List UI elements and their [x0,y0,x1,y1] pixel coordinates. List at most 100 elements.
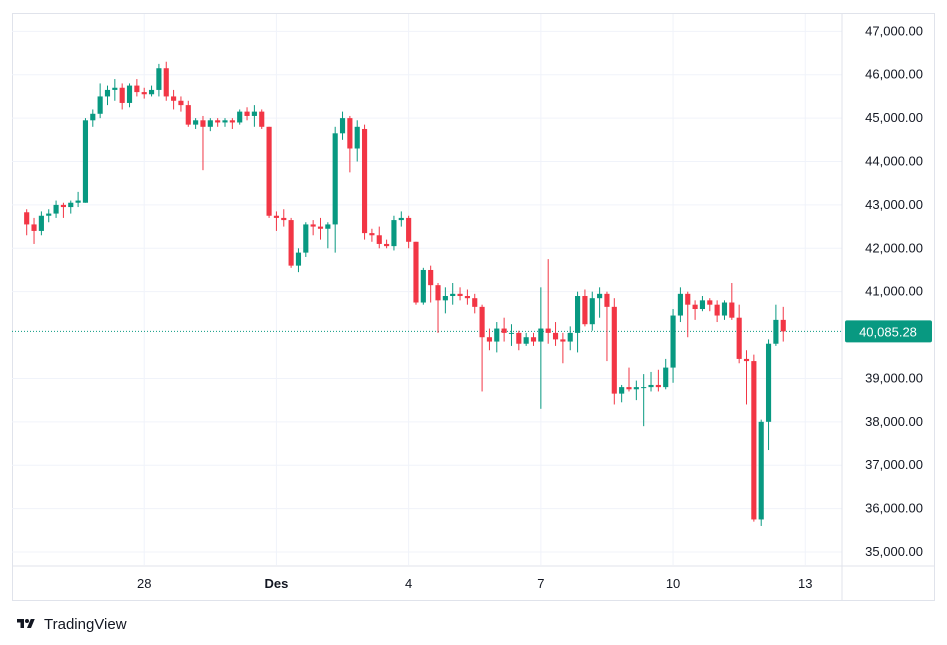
candle-body [53,204,59,214]
candle-body [369,233,375,236]
candle-body [46,213,52,216]
candle-body [575,296,581,333]
candle-body [141,92,147,95]
candle-body [655,384,661,388]
tradingview-logo-icon [17,619,35,628]
candle-body [516,332,522,344]
candle-body [663,367,669,388]
y-tick-label: 37,000.00 [865,457,923,472]
candle-body [619,387,625,394]
candle-body [288,220,294,266]
candle-body [523,337,529,344]
candle-body [310,224,316,227]
y-tick-label: 39,000.00 [865,370,923,385]
candle-body [259,111,265,127]
candle-body [435,285,441,301]
candle-body [743,358,750,362]
candle-body [428,269,434,286]
candle-body [281,217,287,221]
x-tick-label: 7 [537,576,544,591]
candle-body [200,120,206,127]
candle-body [464,296,470,299]
candle-body [391,220,397,247]
candle-body [670,315,676,368]
candle-body [494,328,500,342]
candle-body [765,343,772,422]
x-tick-label: Des [264,576,288,591]
candle-body [134,85,140,93]
candle-body [773,319,779,344]
candle-body [156,68,162,90]
candle-body [82,120,89,203]
candle-body [501,328,507,333]
candle-body [244,111,250,116]
candle-body [38,215,44,231]
candle-body [758,421,764,520]
candle-body [633,387,639,390]
candle-body [729,302,735,318]
candle-body [273,215,279,218]
candle-body [266,126,272,216]
candle-body [582,296,588,325]
candle-body [295,252,302,266]
candle-body [567,332,573,342]
candle-body [751,361,757,520]
y-tick-label: 41,000.00 [865,284,923,299]
x-tick-label: 13 [798,576,812,591]
candle-body [714,304,720,316]
candle-body [178,100,184,106]
candle-body [104,89,111,97]
candle-body [229,120,235,123]
y-tick-label: 42,000.00 [865,240,923,255]
candle-body [413,241,419,303]
candle-body [251,111,257,116]
candle-body [560,339,566,342]
candle-body [126,85,133,103]
y-tick-label: 47,000.00 [865,23,923,38]
candle-body [736,317,742,359]
candle-body [119,87,125,103]
candle-body [384,243,390,247]
candle-body [148,89,155,95]
candle-body [699,300,706,310]
candle-body [97,96,103,114]
candle-body [354,126,360,149]
tradingview-watermark[interactable]: TradingView [14,614,127,634]
x-tick-label: 10 [666,576,680,591]
y-tick-label: 43,000.00 [865,197,923,212]
candle-body [376,235,382,244]
candle-body [545,328,551,333]
candle-body [538,328,544,342]
candle-body [442,296,448,301]
candle-body [589,298,595,325]
candle-body [398,217,404,221]
candle-body [648,384,654,388]
candle-body [457,293,463,297]
candle-body [707,300,713,305]
candle-body [75,200,81,203]
candle-body [677,293,683,316]
candle-body [530,337,537,342]
y-tick-label: 35,000.00 [865,544,923,559]
candle-body [450,293,456,297]
y-tick-label: 44,000.00 [865,154,923,169]
candle-body [303,224,309,253]
candle-body [604,293,610,307]
candle-body [626,387,632,390]
candle-body [597,293,603,299]
candle-body [317,226,324,229]
candle-body [552,332,559,340]
candle-body [472,298,478,307]
candle-body [207,120,213,127]
y-tick-label: 46,000.00 [865,67,923,82]
candle-body [215,120,221,123]
candle-body [193,120,199,125]
candle-body [641,387,647,389]
candle-body [31,224,37,231]
candle-body [112,87,118,90]
candle-body [721,302,728,316]
candle-body [361,128,368,234]
candle-body [685,293,691,305]
candle-body [347,118,353,149]
